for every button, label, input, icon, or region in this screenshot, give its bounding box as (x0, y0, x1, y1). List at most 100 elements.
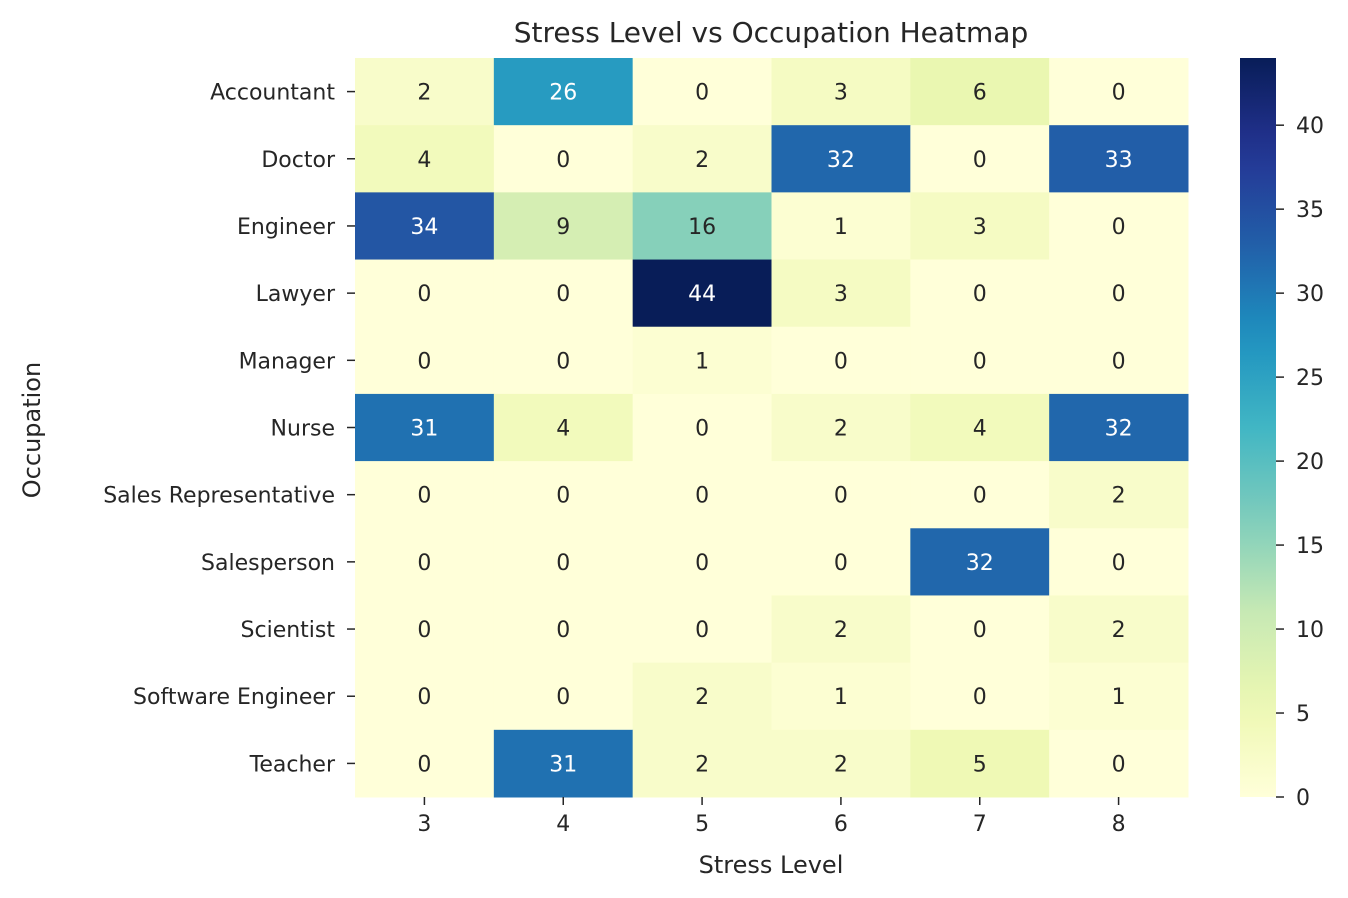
heatmap-cell (771, 662, 911, 731)
heatmap-cell (355, 326, 495, 395)
heatmap-cell (632, 192, 772, 261)
heatmap-cell (1049, 125, 1189, 193)
cell-value-label: 1 (1112, 685, 1126, 710)
cell-value-label: 0 (417, 551, 431, 576)
cell-value-label: 0 (834, 349, 848, 374)
heatmap-cell (493, 595, 634, 664)
cell-value-label: 0 (695, 81, 709, 106)
chart-title: Stress Level vs Occupation Heatmap (514, 16, 1029, 49)
cell-value-label: 4 (973, 417, 987, 442)
heatmap-cell (493, 192, 634, 261)
heatmap-cell (355, 393, 495, 462)
cell-value-label: 0 (695, 618, 709, 643)
heatmap-cell (632, 326, 772, 395)
y-tick-label: Engineer (237, 215, 336, 240)
cell-value-label: 0 (973, 282, 987, 307)
heatmap-cell (355, 259, 495, 328)
colorbar-tick-label: 0 (1296, 786, 1310, 811)
cell-value-label: 3 (973, 215, 987, 240)
heatmap-cell (355, 192, 495, 261)
heatmap-cell (771, 125, 911, 193)
cell-value-label: 2 (417, 81, 431, 106)
cell-value-label: 0 (556, 618, 570, 643)
cell-value-label: 4 (556, 417, 570, 442)
heatmap-cell (493, 125, 634, 193)
cell-value-label: 26 (549, 81, 577, 106)
cell-value-label: 1 (695, 349, 709, 374)
heatmap-cell (632, 125, 772, 193)
heatmap-cell (771, 192, 911, 261)
cell-value-label: 0 (695, 551, 709, 576)
cell-value-label: 2 (834, 417, 848, 442)
cell-value-label: 0 (973, 618, 987, 643)
heatmap-cell (632, 393, 772, 462)
heatmap-cell (493, 326, 634, 395)
cell-value-label: 31 (410, 417, 438, 442)
cell-value-label: 9 (556, 215, 570, 240)
cell-value-label: 0 (556, 484, 570, 509)
y-tick-label: Scientist (241, 618, 336, 643)
cell-value-label: 0 (973, 484, 987, 509)
heatmap-cell (493, 729, 634, 798)
y-tick-label: Salesperson (201, 551, 335, 576)
x-axis-label: Stress Level (699, 851, 844, 879)
heatmap-cell (493, 259, 634, 328)
cell-value-label: 1 (834, 685, 848, 710)
heatmap-cell (355, 729, 495, 798)
cell-value-label: 2 (695, 685, 709, 710)
heatmap-cell (910, 595, 1050, 664)
cell-value-label: 33 (1105, 148, 1133, 173)
cell-value-label: 16 (688, 215, 716, 240)
colorbar-tick-label: 30 (1296, 282, 1324, 307)
heatmap-cell (771, 393, 911, 462)
y-axis-ticks: Accountant Doctor Engineer Lawyer Manager Nur… (103, 81, 355, 777)
heatmap-cell (771, 326, 911, 395)
heatmap-cell (632, 595, 772, 664)
cell-value-label: 0 (417, 349, 431, 374)
x-tick-label: 7 (973, 812, 987, 837)
heatmap-cell (771, 259, 911, 328)
heatmap-cell (632, 58, 772, 126)
heatmap-cell (355, 125, 495, 193)
cell-value-label: 0 (556, 282, 570, 307)
heatmap-cell (632, 729, 772, 798)
heatmap-cell (355, 662, 495, 731)
cell-value-label: 2 (1112, 618, 1126, 643)
cell-value-label: 0 (1112, 752, 1126, 777)
cell-value-label: 0 (834, 484, 848, 509)
x-tick-label: 6 (834, 812, 848, 837)
heatmap-cell (355, 528, 495, 596)
heatmap-cell (632, 259, 772, 328)
heatmap-cell (1049, 259, 1189, 328)
cell-value-label: 0 (556, 148, 570, 173)
cell-value-label: 6 (973, 81, 987, 106)
y-tick-label: Lawyer (256, 282, 336, 307)
cell-value-label: 0 (695, 417, 709, 442)
cell-value-label: 0 (556, 685, 570, 710)
colorbar-tick-label: 5 (1296, 702, 1310, 727)
heatmap-cell (910, 461, 1050, 529)
heatmap-cell (355, 461, 495, 529)
cell-value-label: 0 (695, 484, 709, 509)
heatmap-cell (910, 729, 1050, 798)
cell-value-label: 3 (834, 81, 848, 106)
heatmap-cell (493, 528, 634, 596)
heatmap-cell (632, 528, 772, 596)
cell-value-label: 0 (973, 349, 987, 374)
heatmap-cell (355, 58, 495, 126)
heatmap-cell (1049, 595, 1189, 664)
x-tick-label: 3 (417, 812, 431, 837)
cell-value-label: 0 (834, 551, 848, 576)
cell-value-label: 0 (417, 752, 431, 777)
cell-value-label: 3 (834, 282, 848, 307)
x-axis-ticks: 3 4 5 6 7 8 (417, 797, 1126, 837)
heatmap-cell (493, 393, 634, 462)
cell-value-label: 0 (556, 349, 570, 374)
y-tick-label: Teacher (249, 752, 336, 777)
y-tick-label: Nurse (271, 417, 335, 442)
x-tick-label: 4 (556, 812, 570, 837)
cell-value-label: 2 (1112, 484, 1126, 509)
cell-value-label: 0 (417, 484, 431, 509)
cell-value-label: 0 (1112, 81, 1126, 106)
